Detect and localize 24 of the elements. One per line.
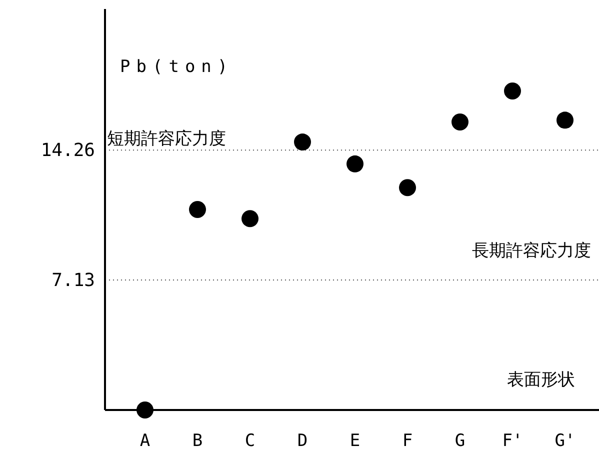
y-tick-label: 14.26 <box>40 140 95 162</box>
point <box>556 112 574 129</box>
point <box>242 210 258 228</box>
point <box>189 201 206 218</box>
x-tick-label: D <box>297 431 308 451</box>
point <box>136 402 154 418</box>
x-tick-label: A <box>140 431 150 451</box>
ref-line-label: 短期許容応力度 <box>107 129 226 150</box>
point <box>504 82 521 100</box>
point <box>399 179 416 196</box>
x-tick-label: F' <box>502 431 523 451</box>
x-tick-label: G' <box>554 431 576 451</box>
x-tick-label: C <box>244 431 256 451</box>
ref-line-label: 長期許容応力度 <box>472 241 591 262</box>
y-axis-title: Pb(ton) <box>120 57 234 77</box>
y-tick-label: 7.13 <box>52 270 95 292</box>
point <box>452 114 468 131</box>
x-tick-label: B <box>192 431 203 451</box>
annotation: 表面形状 <box>507 370 575 390</box>
x-tick-label: G <box>454 431 466 451</box>
point <box>346 155 364 172</box>
x-tick-label: E <box>350 431 360 451</box>
x-tick-label: F <box>402 431 413 451</box>
point <box>294 134 311 151</box>
